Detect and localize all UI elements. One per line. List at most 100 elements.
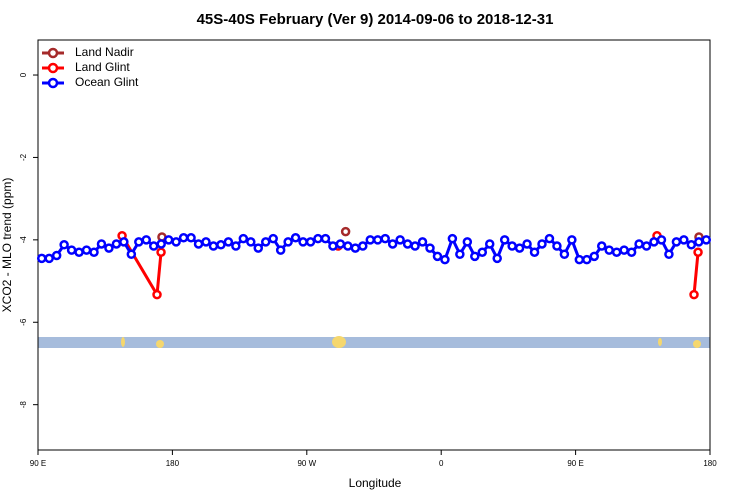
data-point [507, 241, 517, 251]
data-point [152, 289, 162, 300]
data-point [477, 247, 488, 257]
data-point [619, 245, 629, 255]
data-point [372, 235, 383, 245]
y-tick-label: -8 [19, 401, 28, 409]
data-point [582, 254, 592, 265]
data-point [208, 241, 219, 251]
x-tick-label: 90 E [30, 459, 46, 468]
data-point [686, 240, 697, 250]
data-point [417, 237, 428, 247]
data-point [104, 243, 114, 253]
data-point [395, 235, 405, 245]
data-point [567, 235, 577, 245]
data-point [626, 247, 637, 257]
data-point [36, 253, 47, 264]
data-point [492, 253, 502, 264]
data-point [298, 237, 308, 247]
data-point [544, 233, 555, 244]
data-point [193, 239, 204, 249]
data-point [529, 247, 540, 257]
data-point [484, 239, 495, 249]
data-point [328, 241, 338, 251]
data-point [305, 237, 316, 247]
data-point [290, 233, 301, 243]
data-point [126, 249, 137, 260]
data-point [111, 239, 122, 249]
data-point [604, 245, 614, 255]
data-point [119, 237, 129, 247]
data-point [201, 237, 211, 247]
data-point [148, 241, 159, 251]
data-point [701, 235, 712, 245]
data-point [574, 254, 585, 265]
y-tick-label: -4 [19, 236, 28, 244]
legend-marker [47, 62, 59, 74]
data-point [387, 239, 398, 249]
x-tick-label: 180 [166, 459, 180, 468]
data-point [186, 233, 196, 243]
data-point [462, 237, 473, 247]
data-point [141, 235, 152, 245]
plot-frame [37, 39, 711, 451]
data-point [156, 239, 166, 249]
data-point [66, 245, 77, 255]
data-point [343, 241, 353, 251]
data-point [380, 233, 390, 244]
data-point [410, 241, 420, 251]
data-point [59, 240, 69, 250]
data-point [313, 233, 323, 244]
data-point [89, 247, 99, 257]
data-point [260, 237, 271, 247]
data-point [634, 239, 644, 249]
y-axis-label: XCO2 - MLO trend (ppm) [0, 178, 14, 313]
data-point [275, 245, 286, 255]
data-point [171, 237, 181, 247]
data-point [432, 251, 443, 262]
data-point [694, 237, 704, 247]
data-point [216, 240, 226, 250]
data-point [522, 239, 532, 249]
data-point [649, 237, 659, 247]
data-point [51, 250, 62, 261]
data-point [178, 233, 189, 243]
y-tick-label: 0 [19, 72, 28, 77]
legend-marker [47, 77, 59, 89]
data-point [365, 235, 376, 245]
data-point [238, 233, 249, 244]
data-point [656, 235, 667, 245]
data-point [664, 249, 674, 260]
data-point [671, 237, 682, 247]
data-point [693, 247, 703, 257]
data-point [455, 249, 465, 260]
x-tick-label: 0 [439, 459, 444, 468]
y-tick-label: -6 [19, 318, 28, 326]
x-axis-label: Longitude [349, 476, 402, 490]
data-point [134, 237, 144, 247]
data-point [470, 251, 480, 262]
data-point [402, 239, 413, 249]
data-point [74, 247, 84, 257]
data-point [596, 241, 607, 251]
data-point [552, 241, 562, 251]
data-point [611, 247, 622, 257]
data-point [679, 235, 689, 245]
data-point [156, 247, 166, 257]
data-point [268, 233, 278, 244]
data-point [283, 237, 293, 247]
data-point [358, 241, 368, 251]
data-point [223, 237, 234, 247]
data-point [231, 241, 241, 251]
chart-title: 45S-40S February (Ver 9) 2014-09-06 to 2… [197, 11, 554, 28]
data-point [641, 241, 652, 251]
data-point [589, 251, 600, 262]
data-point [559, 249, 570, 260]
legend-label: Land Nadir [75, 45, 134, 59]
data-point [447, 233, 458, 244]
data-point [96, 239, 107, 249]
x-tick-label: 90 W [297, 459, 316, 468]
data-point [514, 243, 525, 253]
data-point [81, 245, 92, 255]
series-line [692, 252, 700, 295]
